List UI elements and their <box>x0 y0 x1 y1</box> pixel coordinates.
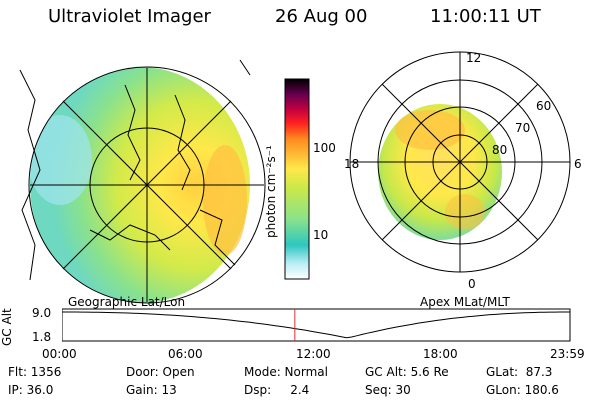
info-glat: GLat: 87.3 <box>486 365 553 379</box>
alt-ytick-high: 9.0 <box>32 306 52 320</box>
mlt-label-0: 0 <box>468 277 476 291</box>
coastline-outlines <box>19 59 251 281</box>
altitude-plot <box>62 308 571 342</box>
info-gain: Gain: 13 <box>126 383 177 397</box>
date-label: 26 Aug 00 <box>275 6 368 27</box>
instrument-title: Ultraviolet Imager <box>48 6 211 27</box>
info-seq: Seq: 30 <box>365 383 411 397</box>
magnetic-panel-label: Apex MLat/MLT <box>420 295 510 309</box>
alt-plot-frame <box>62 308 571 342</box>
alt-xtick-1: 06:00 <box>168 347 203 361</box>
magnetic-grid <box>349 51 571 273</box>
info-door: Door: Open <box>126 365 195 379</box>
alt-plot-ylabel: GC Alt <box>0 308 14 346</box>
colorbar <box>284 78 310 280</box>
alt-xtick-2: 12:00 <box>296 347 331 361</box>
colorbar-tick-100: 100 <box>313 141 336 155</box>
colorbar-tick-10: 10 <box>313 228 329 242</box>
time-label: 11:00:11 UT <box>430 6 541 27</box>
lat-label-70: 70 <box>515 121 530 135</box>
info-glon: GLon: 180.6 <box>486 383 559 397</box>
geographic-panel-label: Geographic Lat/Lon <box>68 295 186 309</box>
info-mode: Mode: Normal <box>244 365 328 379</box>
alt-xtick-0: 00:00 <box>42 347 77 361</box>
geographic-grid <box>28 66 266 304</box>
info-dsp: Dsp: 2.4 <box>244 383 310 397</box>
alt-xtick-3: 18:00 <box>423 347 458 361</box>
altitude-curve <box>62 311 570 339</box>
mlt-label-6: 6 <box>574 157 582 171</box>
alt-xtick-4: 23:59 <box>550 347 585 361</box>
mlt-label-18: 18 <box>344 157 359 171</box>
mlt-label-12: 12 <box>466 51 481 65</box>
colorbar-unit-label: photon cm⁻²s⁻¹ <box>264 145 278 238</box>
lat-label-60: 60 <box>536 99 551 113</box>
info-flight: Flt: 1356 <box>8 365 62 379</box>
info-gc-alt: GC Alt: 5.6 Re <box>365 365 449 379</box>
info-ip: IP: 36.0 <box>8 383 54 397</box>
alt-ytick-low: 1.8 <box>32 330 52 344</box>
lat-label-80: 80 <box>492 143 507 157</box>
geographic-image-panel <box>19 59 266 304</box>
magnetic-image-panel: 12 18 6 0 60 70 80 <box>344 51 582 291</box>
